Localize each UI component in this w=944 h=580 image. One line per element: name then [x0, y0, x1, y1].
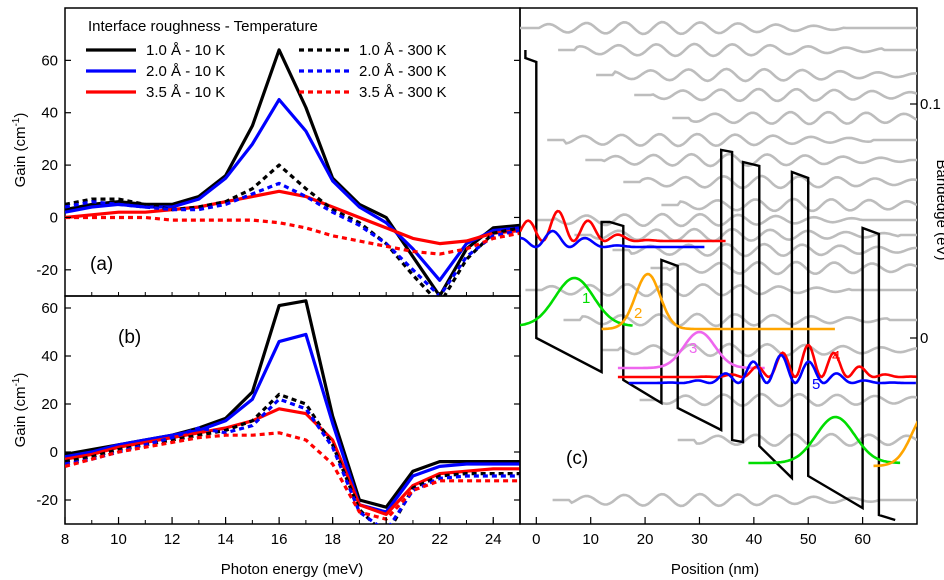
legend-items: 1.0 Å - 10 K 2.0 Å - 10 K 3.5 Å - 10 K 1.0 …: [86, 42, 447, 101]
panel-c-x-tick-label: 0: [532, 531, 540, 548]
panel-b-y-tick-label: 20: [41, 396, 58, 413]
panel-b-series: [65, 299, 520, 524]
legend-label: 3.5 Å - 300 K: [359, 84, 447, 101]
legend-label: 1.0 Å - 10 K: [146, 42, 225, 59]
panel-b-x-tick-label: 14: [217, 531, 234, 548]
panel-b-series-4: [65, 392, 520, 524]
gray-wavefunction: [639, 392, 917, 408]
panel-a-series-1: [65, 48, 520, 296]
panel-b-series-5: [65, 397, 520, 524]
gray-wavefunction: [520, 20, 917, 36]
panel-a-y-tick-label: -20: [36, 262, 58, 279]
panel-a-y-tick-label: 40: [41, 105, 58, 122]
panel-c-x-tick-label: 50: [800, 531, 817, 548]
panel-c-right-tick-label: 0: [920, 330, 928, 347]
panel-b-series-2: [65, 332, 520, 514]
wavefunction-red-upper: [520, 209, 726, 243]
panel-c: 0 10 20 30 40 50 60 0.10 123 45 (c) Position (n…: [519, 7, 944, 578]
gray-wavefunction: [661, 197, 917, 213]
panel-b-series-6: [65, 431, 520, 521]
panel-b-x-tick-label: 20: [378, 531, 395, 548]
panel-b-y-tick-label: 0: [50, 444, 58, 461]
gray-wavefunction: [552, 492, 917, 508]
panel-b-x-tick-label: 18: [324, 531, 341, 548]
panel-b-x-tick-label: 22: [431, 531, 448, 548]
panel-c-right-tick-label: 0.1: [920, 96, 941, 113]
panel-b-x-tick-label: 12: [164, 531, 181, 548]
panel-c-wavefunctions: [520, 20, 917, 522]
panel-c-right-ticks: 0.10: [910, 96, 941, 347]
gray-wavefunction: [612, 242, 917, 258]
panel-b-x-tick-label: 24: [485, 531, 502, 548]
legend-label: 1.0 Å - 300 K: [359, 42, 447, 59]
gray-wavefunction: [623, 174, 917, 190]
wavefunction-2-next: [873, 420, 917, 468]
panel-a-series-4: [65, 163, 520, 296]
panel-c-x-tick-label: 20: [637, 531, 654, 548]
panel-b-x-tick-label: 16: [271, 531, 288, 548]
panel-a-series-5: [65, 181, 520, 296]
panel-c-x-tick-label: 40: [746, 531, 763, 548]
panel-a-label: (a): [90, 254, 113, 275]
state-label-2: 2: [634, 305, 642, 322]
panel-b-label: (b): [118, 327, 141, 348]
legend-label: 2.0 Å - 300 K: [359, 63, 447, 80]
panel-b-x-axis-label: Photon energy (meV): [221, 561, 364, 578]
panel-c-label: (c): [566, 448, 588, 469]
state-label-3: 3: [689, 340, 697, 357]
panel-b-y-tick-label: -20: [36, 492, 58, 509]
panel-c-x-tick-label: 30: [691, 531, 708, 548]
panel-c-y-axis-label: Bandedge (eV): [933, 160, 944, 261]
legend-label: 3.5 Å - 10 K: [146, 84, 225, 101]
panel-b-y-axis-label: Gain (cm-1): [11, 373, 29, 448]
panel-c-frame: [519, 7, 918, 525]
panel-a-series-6: [65, 215, 520, 256]
gray-wavefunction: [558, 42, 917, 58]
gray-wavefunction: [563, 312, 917, 328]
panel-c-x-ticks: 0 10 20 30 40 50 60: [532, 517, 871, 548]
wavefunction-5: [628, 353, 916, 385]
wavefunction-2: [601, 272, 835, 331]
wavefunction-1-next: [748, 415, 901, 465]
legend-title: Interface roughness - Temperature: [88, 18, 318, 35]
gray-wavefunction: [574, 227, 917, 243]
state-label-1: 1: [582, 290, 590, 307]
gray-wavefunction: [634, 87, 917, 103]
legend: Interface roughness - Temperature 1.0 Å …: [86, 18, 447, 101]
gray-wavefunction: [677, 432, 917, 448]
wavefunction-4: [617, 343, 917, 379]
panel-a-series-3: [65, 189, 520, 246]
panel-a-y-tick-label: 60: [41, 52, 58, 69]
panel-a-y-tick-label: 20: [41, 157, 58, 174]
state-label-5: 5: [812, 376, 820, 393]
gray-wavefunction: [596, 67, 917, 83]
panel-a-y-tick-label: 0: [50, 209, 58, 226]
state-label-4: 4: [832, 348, 840, 365]
panel-c-x-tick-label: 10: [582, 531, 599, 548]
panel-b: -20 0 20 40 60 8 10 12 14 16 18 20 22 24 (b) Gain (c…: [11, 295, 521, 578]
gray-wavefunction: [672, 110, 917, 126]
panel-b-y-tick-label: 60: [41, 300, 58, 317]
gray-wavefunction: [650, 260, 917, 276]
panel-b-x-tick-label: 10: [110, 531, 127, 548]
legend-label: 2.0 Å - 10 K: [146, 63, 225, 80]
panel-a-y-axis-label: Gain (cm-1): [11, 113, 29, 188]
panel-a: -20 0 20 40 60 (a) Gain (cm-1) Interface rou…: [11, 7, 521, 297]
panel-c-x-axis-label: Position (nm): [671, 561, 759, 578]
wavefunction-blue-upper: [520, 229, 705, 249]
panel-b-x-tick-label: 8: [61, 531, 69, 548]
panel-b-y-ticks: -20 0 20 40 60: [36, 300, 521, 524]
panel-a-series: [65, 48, 520, 296]
panel-c-state-labels: 1 2 3 45: [582, 290, 840, 393]
panel-b-y-tick-label: 40: [41, 348, 58, 365]
gray-wavefunction: [547, 132, 917, 148]
wavefunction-1: [520, 276, 633, 327]
panel-b-series-3: [65, 407, 520, 517]
panel-c-x-tick-label: 60: [854, 531, 871, 548]
wavefunction-3: [617, 330, 765, 370]
gray-wavefunction: [536, 212, 917, 228]
panel-a-y-ticks: -20 0 20 40 60: [36, 52, 521, 296]
panel-b-x-ticks: 8 10 12 14 16 18 20 22 24: [61, 517, 502, 548]
